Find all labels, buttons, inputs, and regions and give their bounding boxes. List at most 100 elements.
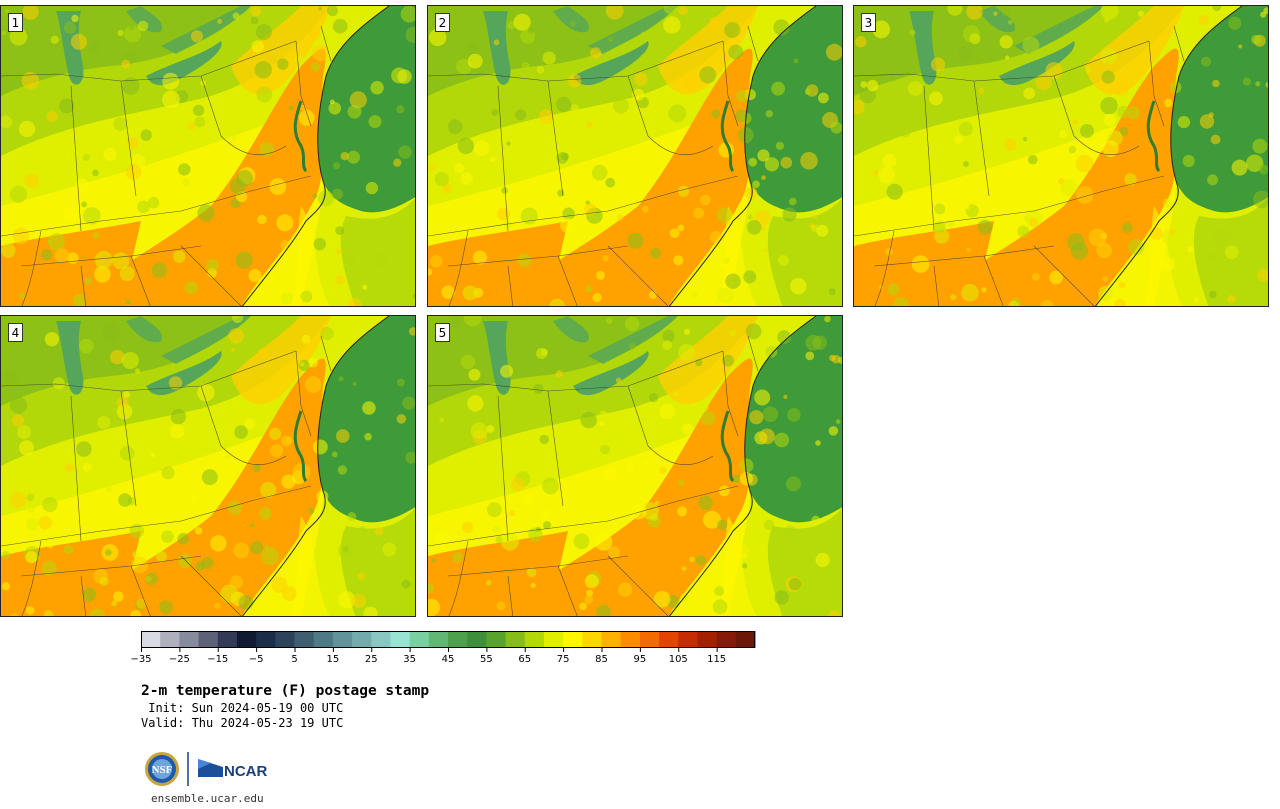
state-boundary [627,75,649,137]
state-boundary [21,230,42,306]
colorbar-tick-label: 35 [403,654,416,665]
state-boundary [70,85,82,232]
colorbar-tick-label: 85 [595,654,608,665]
colorbar-tick-label: 45 [441,654,455,665]
state-boundary [1033,245,1095,306]
temperature-map [1,316,415,616]
colorbar-swatch [678,631,698,648]
stamp-panel-2[interactable]: 2 [427,5,843,307]
colorbar-swatch [524,631,545,648]
state-boundary [557,565,578,616]
stamp-panel-4[interactable]: 4 [0,315,416,617]
stamp-panel-3[interactable]: 3 [853,5,1269,307]
colorbar-swatch [620,631,641,648]
chesapeake-bay [293,410,308,483]
state-boundary [70,395,82,542]
colorbar-tick-label: 55 [480,654,493,665]
state-boundary [80,265,87,306]
colorbar-tick-label: 115 [707,654,727,665]
coastline [241,316,390,616]
colorbar-swatch [735,631,756,648]
state-boundary [320,335,332,372]
svg-text:NSF: NSF [152,764,173,776]
colorbar-swatch [275,631,295,648]
state-boundary [220,445,287,465]
colorbar-tick-label: 95 [633,654,647,665]
state-boundary [923,85,935,232]
state-boundary [295,40,312,127]
stamp-panel-1[interactable]: 1 [0,5,416,307]
colorbar-swatch [294,631,315,648]
colorbar-swatch [486,631,507,648]
coastline [1094,6,1243,306]
coastline [668,316,817,616]
colorbar-frame [141,631,755,648]
state-boundary [80,575,87,616]
state-boundary [722,350,739,437]
chesapeake-bay [293,100,308,173]
colorbar-swatch [179,631,200,648]
state-boundary [607,555,669,616]
colorbar-tick-label: 105 [668,654,688,665]
colorbar-tick-label: 65 [518,654,532,665]
temperature-map [428,6,842,306]
state-boundary [497,85,509,232]
colorbar-swatch [160,631,180,648]
state-boundary [320,25,332,62]
panel-number: 3 [861,13,876,32]
colorbar-swatch [716,631,737,648]
colorbar-swatch [697,631,718,648]
state-boundary [647,135,714,155]
colorbar-swatch [639,631,660,648]
state-boundary [547,80,564,197]
colorbar-tick-label: −15 [207,654,229,665]
colorbar-swatch [352,631,372,648]
state-boundary [130,255,151,306]
colorbar-swatch [448,631,468,648]
temperature-colorbar [141,631,756,652]
colorbar-tick-label: 25 [364,654,378,665]
colorbar-swatch [332,631,353,648]
ncar-logo: NCAR [198,759,267,780]
colorbar-swatch [390,631,411,648]
state-boundary [547,390,564,507]
chart-title: 2-m temperature (F) postage stamp [141,683,430,699]
colorbar-tick-label: −5 [248,654,264,665]
state-boundary [747,25,759,62]
state-boundary [1073,135,1140,155]
state-boundary [220,135,287,155]
state-boundary [747,335,759,372]
colorbar-swatch [543,631,564,648]
nsf-logo: NSF [145,752,179,786]
colorbar-tick-label: −35 [130,654,152,665]
init-time: Init: Sun 2024-05-19 00 UTC [141,701,344,715]
state-boundary [200,75,222,137]
colorbar-swatch [313,631,334,648]
colorbar-swatch [601,631,622,648]
panel-number: 4 [8,323,23,342]
colorbar-tick-label: 15 [326,654,340,665]
panel-number: 5 [435,323,450,342]
panel-number: 2 [435,13,450,32]
state-boundary [295,350,312,437]
state-boundary [428,485,739,547]
state-boundary [874,230,895,306]
state-boundary [180,245,242,306]
colorbar-swatch [428,631,449,648]
state-boundary [497,395,509,542]
state-boundary [21,540,42,616]
valid-time: Valid: Thu 2024-05-23 19 UTC [141,716,344,730]
state-boundary [1,485,312,547]
state-boundary [428,175,739,237]
sponsor-logos: NSF NCAR [145,752,267,786]
colorbar-tick-label: −25 [168,654,190,665]
stamp-panel-5[interactable]: 5 [427,315,843,617]
chesapeake-bay [1146,100,1161,173]
colorbar-swatch [371,631,391,648]
coastline [668,6,817,306]
colorbar-swatch [467,631,487,648]
state-boundary [607,245,669,306]
state-boundary [120,390,137,507]
colorbar-swatch [582,631,602,648]
chesapeake-bay [720,410,735,483]
